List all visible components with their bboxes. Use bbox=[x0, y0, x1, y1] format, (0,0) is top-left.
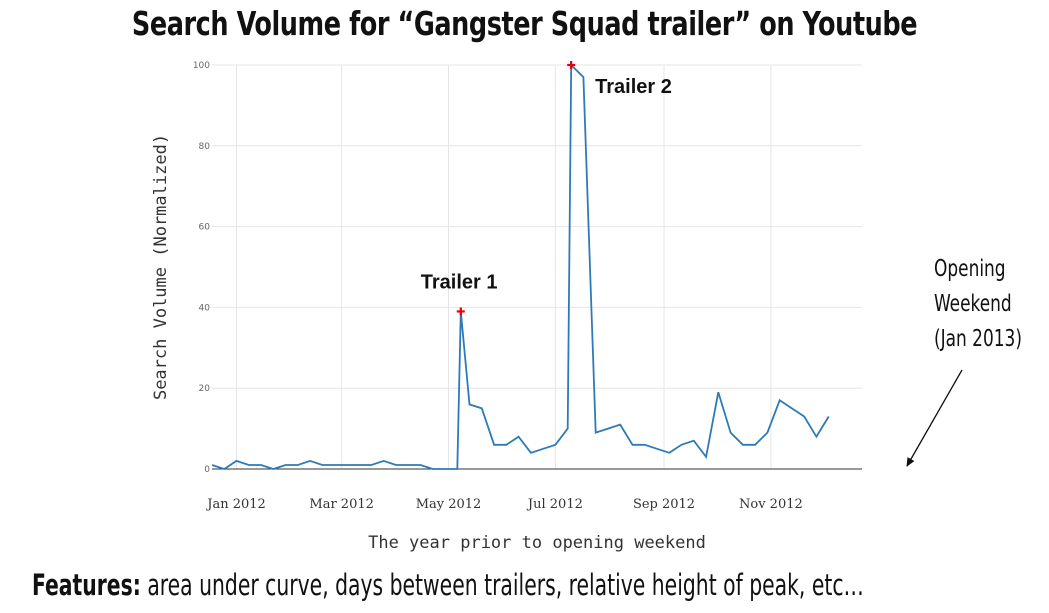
y-tick-label: 100 bbox=[193, 61, 210, 71]
opening-weekend-arrow bbox=[906, 369, 963, 467]
annotation-label: Trailer 1 bbox=[421, 271, 498, 293]
features-label: Features: bbox=[32, 568, 141, 602]
note-line-2: Weekend bbox=[934, 291, 1012, 317]
y-tick-label: 80 bbox=[199, 142, 211, 152]
peak-markers: Trailer 1 Trailer 2 bbox=[421, 61, 672, 316]
y-tick-label: 20 bbox=[199, 384, 211, 394]
x-tick-label: Jul 2012 bbox=[526, 497, 583, 512]
x-tick-labels: Jan 2012 Mar 2012 May 2012 Jul 2012 Sep 2012… bbox=[205, 497, 803, 512]
annotation-label: Trailer 2 bbox=[595, 76, 672, 98]
x-tick-label: Sep 2012 bbox=[633, 497, 695, 512]
x-tick-label: Jan 2012 bbox=[205, 497, 266, 512]
x-tick-label: Nov 2012 bbox=[739, 497, 803, 512]
y-tick-labels: 0 20 40 60 80 100 bbox=[193, 61, 210, 475]
note-line-1: Opening bbox=[934, 256, 1006, 282]
y-tick-label: 40 bbox=[199, 303, 211, 313]
x-tick-label: May 2012 bbox=[416, 497, 482, 512]
x-tick-label: Mar 2012 bbox=[309, 497, 374, 512]
y-tick-label: 60 bbox=[199, 223, 211, 233]
y-axis-title: Search Volume (Normalized) bbox=[151, 134, 171, 400]
opening-weekend-note: Opening Weekend (Jan 2013) bbox=[934, 252, 1028, 357]
chart-gridlines bbox=[212, 64, 862, 469]
x-axis-title: The year prior to opening weekend bbox=[368, 533, 706, 553]
features-caption: Features: area under curve, days between… bbox=[32, 568, 864, 602]
series-line bbox=[211, 62, 830, 470]
y-tick-label: 0 bbox=[204, 465, 210, 475]
features-text: area under curve, days between trailers,… bbox=[140, 568, 864, 602]
slide-title: Search Volume for “Gangster Squad traile… bbox=[131, 4, 918, 43]
note-line-3: (Jan 2013) bbox=[934, 326, 1022, 352]
